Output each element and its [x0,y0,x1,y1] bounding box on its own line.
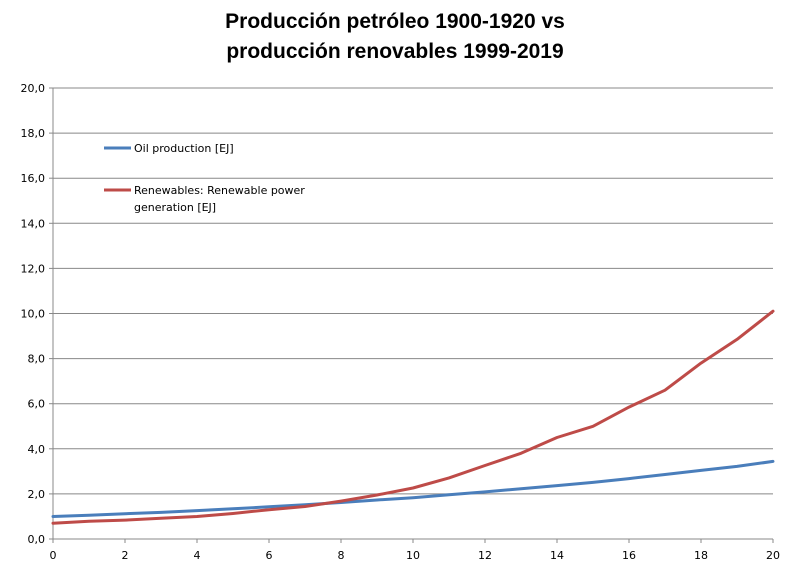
y-tick-label-10: 20,0 [21,82,46,95]
legend-label-1-1: generation [EJ] [134,201,216,214]
x-tick-label-10: 20 [766,549,780,562]
x-tick-label-5: 10 [406,549,420,562]
series-line-1 [51,309,775,525]
x-tick-label-8: 16 [622,549,636,562]
chart-title-line-1: Producción petróleo 1900-1920 vs [225,10,565,33]
y-tick-label-3: 6,0 [28,398,46,411]
x-tick-label-0: 0 [50,549,57,562]
y-tick-label-2: 4,0 [28,443,46,456]
y-tick-label-6: 12,0 [21,262,46,275]
x-tick-label-7: 14 [550,549,564,562]
y-tick-label-8: 16,0 [21,172,46,185]
y-tick-label-7: 14,0 [21,217,46,230]
x-tick-label-6: 12 [478,549,492,562]
legend-label-0-0: Oil production [EJ] [134,142,234,155]
series-line-0 [51,459,775,518]
chart-title-line-2: producción renovables 1999-2019 [226,40,564,63]
x-tick-label-2: 4 [194,549,201,562]
y-tick-label-1: 2,0 [28,488,46,501]
x-tick-label-3: 6 [266,549,273,562]
y-tick-label-4: 8,0 [28,353,46,366]
y-tick-label-9: 18,0 [21,127,46,140]
legend-label-1-0: Renewables: Renewable power [134,184,305,197]
y-tick-label-0: 0,0 [28,533,46,546]
x-tick-label-1: 2 [122,549,129,562]
x-tick-label-4: 8 [338,549,345,562]
x-tick-label-9: 18 [694,549,708,562]
y-tick-label-5: 10,0 [21,308,46,321]
